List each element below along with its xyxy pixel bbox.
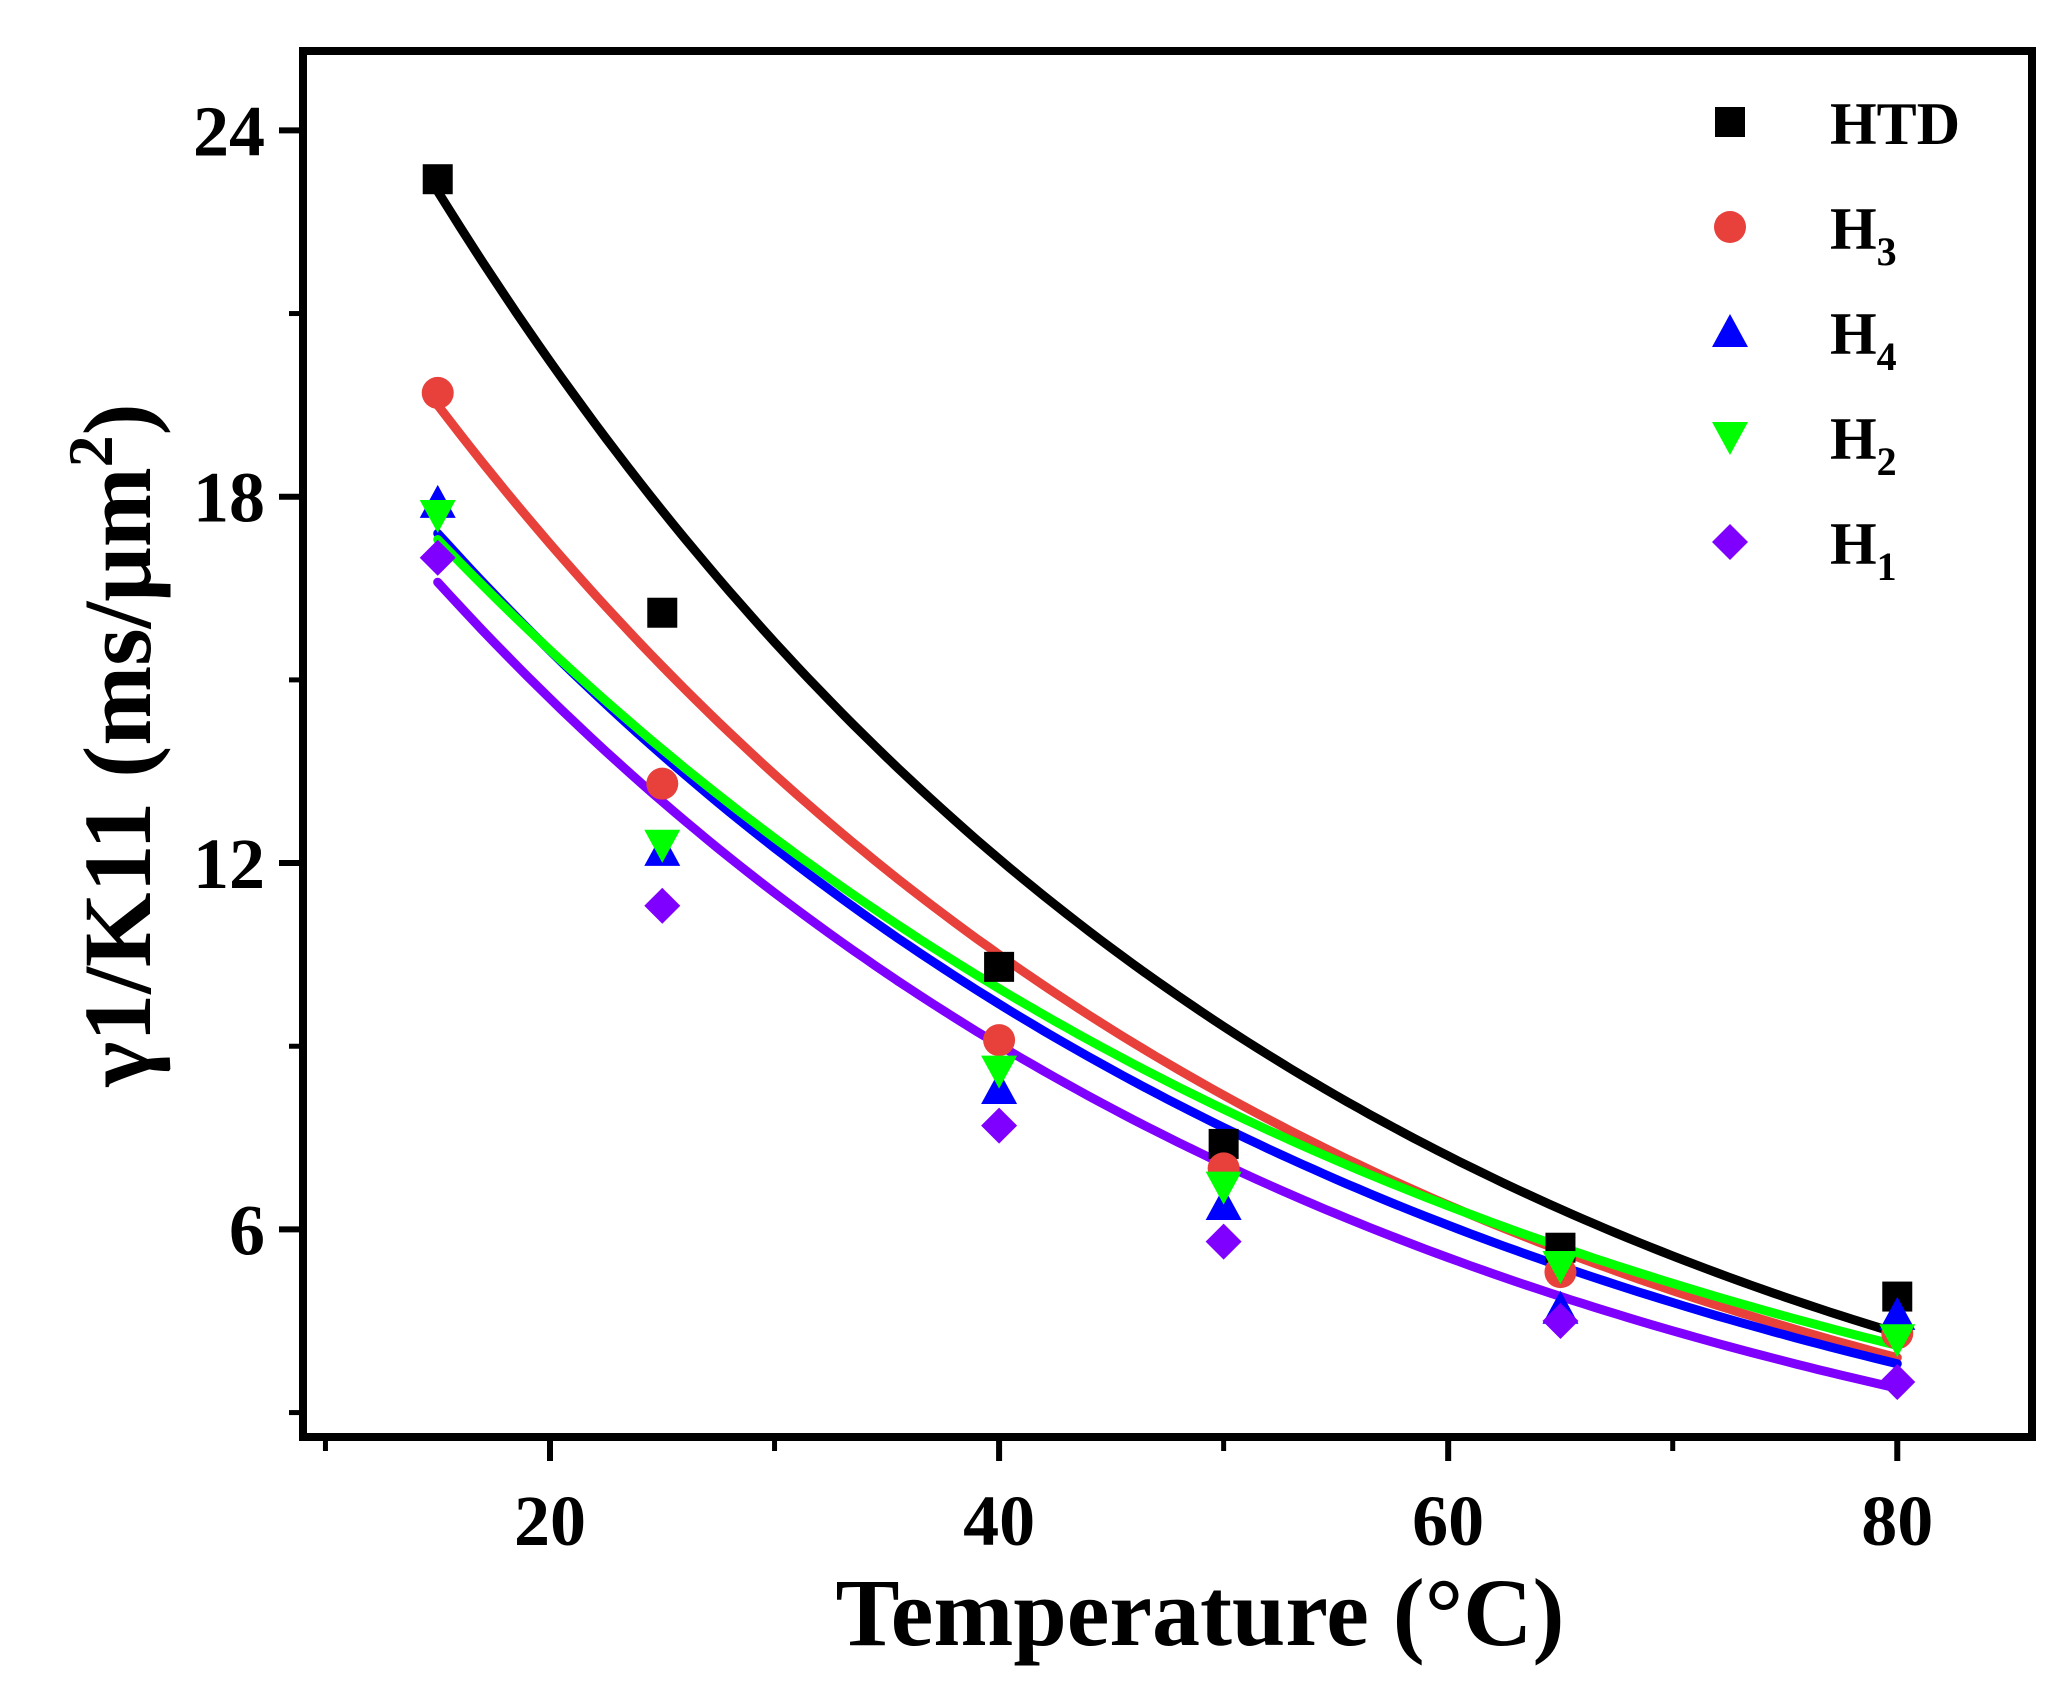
fit-curve-htd xyxy=(433,186,1902,1338)
legend-label-subscript: 1 xyxy=(1877,544,1897,589)
point-h3 xyxy=(646,767,679,800)
point-h1 xyxy=(981,1107,1018,1144)
point-h2 xyxy=(419,500,456,534)
point-htd xyxy=(647,597,678,628)
point-h1 xyxy=(419,539,456,576)
y-axis-title-main: γ1/K11 (ms/μm xyxy=(64,467,171,1087)
point-h3 xyxy=(421,376,454,409)
legend-label-h2: H2 xyxy=(1830,406,1897,484)
legend-marker-htd xyxy=(1715,107,1745,137)
y-axis-title-sup: 2 xyxy=(55,435,126,467)
legend-marker-h2 xyxy=(1712,422,1748,455)
point-h2 xyxy=(1205,1171,1242,1205)
point-h4 xyxy=(1879,1296,1916,1330)
fit-curves xyxy=(433,186,1902,1393)
legend-label-h1: H1 xyxy=(1830,511,1897,589)
legend-marker-h4 xyxy=(1712,314,1748,347)
legend-label-subscript: 4 xyxy=(1877,334,1897,379)
fit-curve-h1 xyxy=(433,577,1902,1393)
plot-frame xyxy=(299,47,2036,1441)
legend-label-main: H xyxy=(1830,511,1877,577)
point-h2 xyxy=(1542,1251,1579,1285)
fit-curve-h4 xyxy=(433,528,1902,1369)
point-htd xyxy=(984,951,1015,982)
legend-label-main: H xyxy=(1830,196,1877,262)
y-axis-title: γ1/K11 (ms/μm2) xyxy=(55,403,171,1087)
data-points xyxy=(419,164,1916,1401)
legend-label-subscript: 3 xyxy=(1877,229,1897,274)
point-h2 xyxy=(1879,1324,1916,1358)
x-axis-title: Temperature (°C) xyxy=(836,1559,1565,1666)
x-tick-label: 80 xyxy=(1861,1481,1933,1561)
point-htd xyxy=(422,164,453,195)
point-h1 xyxy=(1205,1223,1242,1260)
legend-label-main: H xyxy=(1830,301,1877,367)
y-tick-label: 12 xyxy=(193,824,265,904)
point-h1 xyxy=(1879,1364,1916,1401)
legend-label-htd: HTD xyxy=(1830,91,1960,157)
legend-marker-h1 xyxy=(1712,524,1748,560)
y-tick-label: 6 xyxy=(229,1190,265,1270)
y-axis: 6 12 18 24 xyxy=(193,91,303,1416)
legend-label-main: H xyxy=(1830,406,1877,472)
x-axis: 20 40 60 80 xyxy=(322,1437,1933,1561)
fit-curve-h3 xyxy=(433,400,1902,1363)
x-tick-label: 60 xyxy=(1412,1481,1484,1561)
y-tick-label: 24 xyxy=(193,91,265,171)
y-tick-label: 18 xyxy=(193,458,265,538)
point-h1 xyxy=(1542,1302,1579,1339)
legend-marker-h3 xyxy=(1714,211,1746,243)
legend-label-main: HTD xyxy=(1830,91,1960,157)
point-h2 xyxy=(644,829,681,863)
x-tick-label: 20 xyxy=(514,1481,586,1561)
x-tick-label: 40 xyxy=(963,1481,1035,1561)
legend-label-h3: H3 xyxy=(1830,196,1897,274)
y-axis-title-close: ) xyxy=(64,403,171,435)
point-h2 xyxy=(981,1055,1018,1089)
point-h3 xyxy=(983,1024,1016,1057)
legend-label-h4: H4 xyxy=(1830,301,1897,379)
legend-label-subscript: 2 xyxy=(1877,439,1897,484)
point-h1 xyxy=(644,887,681,924)
fit-curve-h2 xyxy=(433,535,1902,1350)
